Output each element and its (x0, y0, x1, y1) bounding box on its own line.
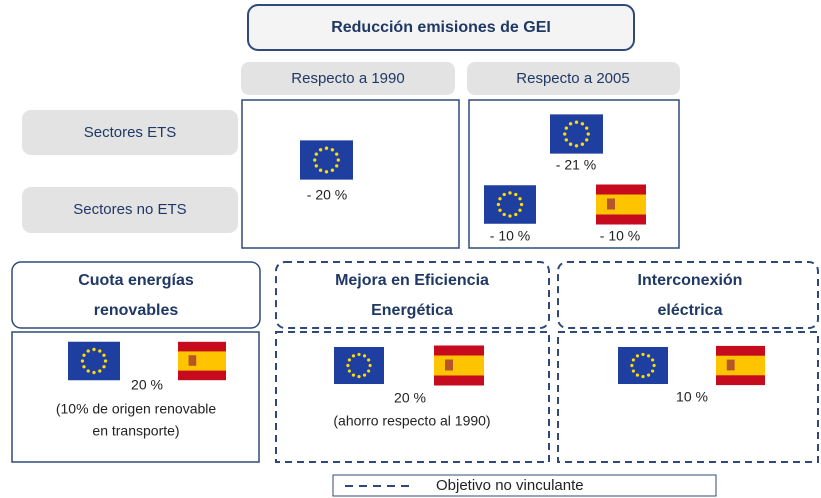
es-flag (716, 345, 765, 386)
value: - 21 % (556, 157, 596, 173)
target-panel (557, 331, 819, 463)
column-header (467, 62, 680, 95)
value: - 20 % (307, 187, 347, 203)
row-label: Sectores ETS (84, 124, 177, 141)
target-value: 20 % (131, 377, 163, 393)
es-flag (596, 184, 646, 225)
target-note: (ahorro respecto al 1990) (333, 413, 490, 429)
target-title: Interconexión (638, 272, 743, 289)
target-title: Cuota energías (78, 272, 194, 289)
row-header (22, 110, 238, 155)
value: - 10 % (490, 228, 530, 244)
target-note: (10% de origen renovable (56, 401, 217, 417)
target-note: en transporte) (92, 423, 179, 439)
title-box (247, 4, 635, 51)
target-title: Energética (371, 302, 453, 319)
es-flag (178, 341, 226, 381)
target-value: 20 % (394, 390, 426, 406)
column-label: Respecto a 2005 (516, 70, 629, 87)
row-header (22, 187, 238, 233)
target-header (11, 261, 261, 329)
eu-flag (300, 140, 353, 180)
target-header (275, 261, 550, 329)
target-title: Mejora en Eficiencia (335, 272, 489, 289)
target-value: 10 % (676, 389, 708, 405)
eu-flag (550, 114, 603, 154)
es-flag (434, 345, 484, 386)
value: - 10 % (600, 228, 640, 244)
eu-flag (484, 185, 536, 224)
column-header (241, 62, 455, 95)
target-header (557, 261, 819, 329)
row-label: Sectores no ETS (73, 201, 186, 218)
column-label: Respecto a 1990 (291, 70, 404, 87)
eu-flag (68, 341, 120, 381)
target-title: renovables (94, 302, 179, 319)
target-panel (275, 331, 550, 463)
eu-flag (618, 346, 668, 385)
target-title: eléctrica (658, 302, 723, 319)
legend-label: Objetivo no vinculante (436, 477, 584, 494)
eu-flag (334, 346, 384, 385)
legend-box (332, 474, 717, 497)
title: Reducción emisiones de GEI (331, 19, 551, 36)
